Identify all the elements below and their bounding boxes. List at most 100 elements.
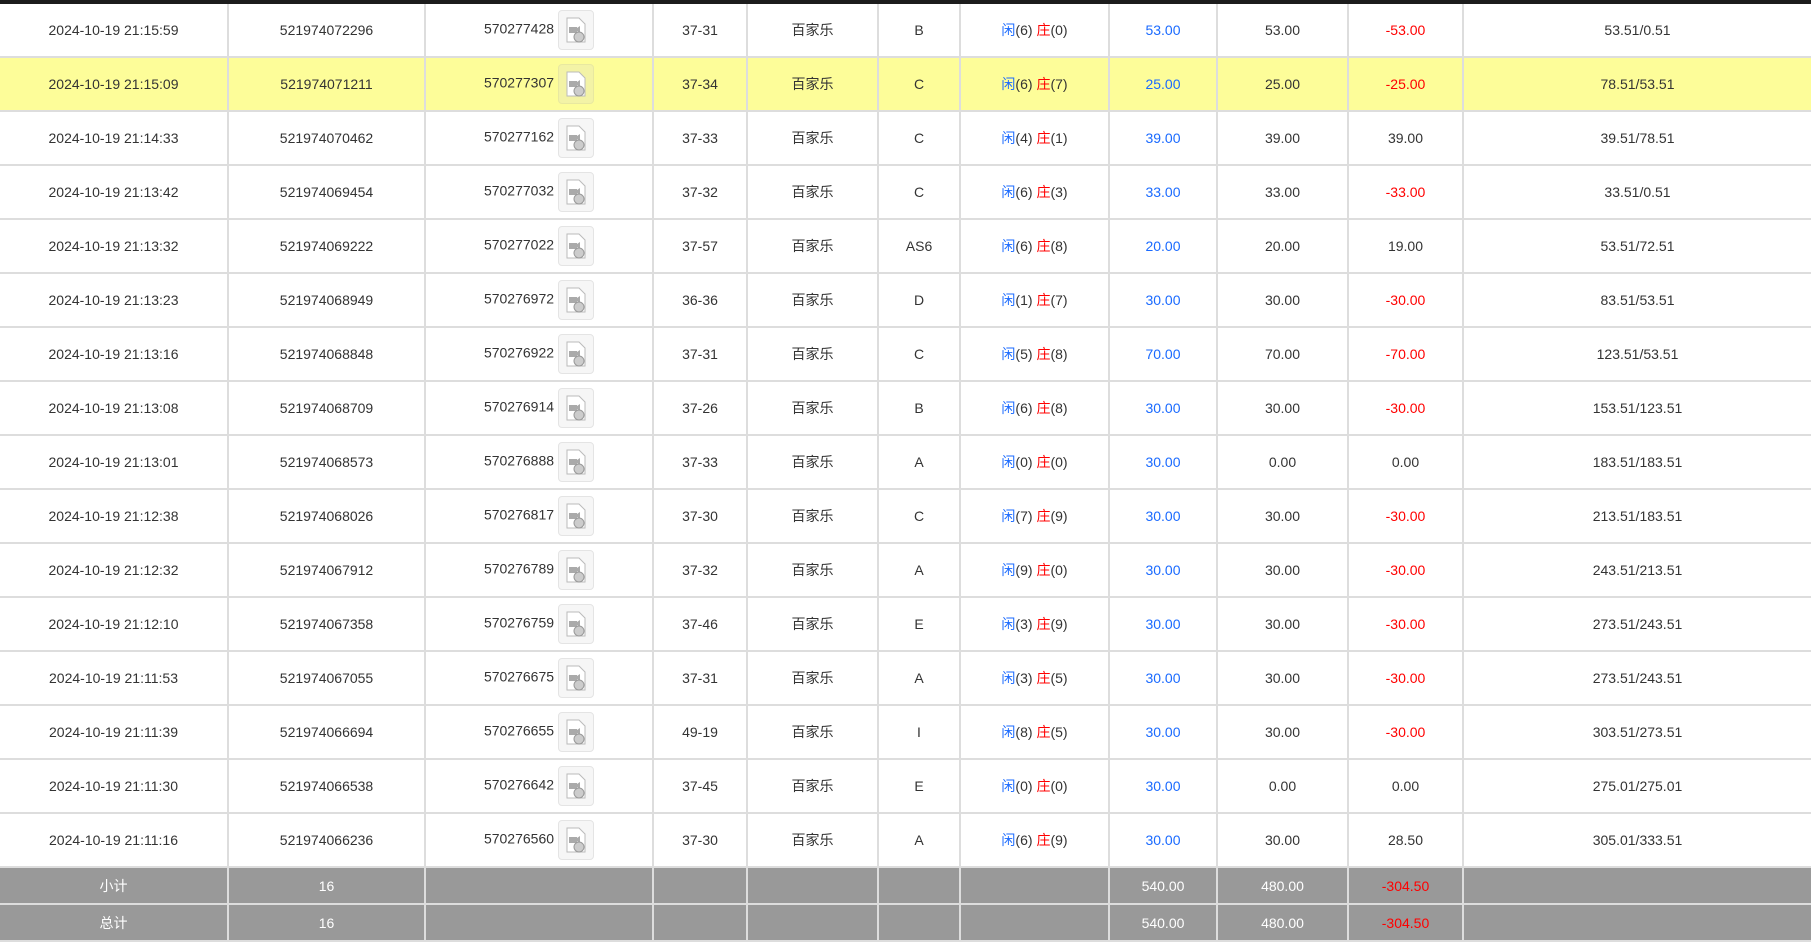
game-cell: 百家乐 [747, 813, 879, 868]
round-id: 570276655 [483, 722, 555, 739]
seat-cell: A [878, 543, 961, 598]
round-id-cell: 570277022 [425, 219, 654, 274]
table-cell: 37-57 [653, 219, 748, 274]
game-cell: 百家乐 [747, 381, 879, 436]
video-file-icon[interactable] [558, 766, 595, 806]
valid-amount-cell: 20.00 [1217, 219, 1349, 274]
game-cell: 百家乐 [747, 219, 879, 274]
table-row: 2024-10-19 21:13:23 521974068949 570276972… [0, 273, 1811, 328]
player-label: 闲 [1001, 400, 1016, 416]
game-cell: 百家乐 [747, 543, 879, 598]
time-cell: 2024-10-19 21:11:30 [0, 759, 229, 814]
banker-points: 9 [1055, 508, 1063, 524]
round-id: 570276789 [483, 560, 555, 577]
valid-amount-cell: 53.00 [1217, 4, 1349, 58]
video-file-icon[interactable] [558, 118, 595, 158]
valid-amount-cell: 0.00 [1217, 435, 1349, 490]
game-cell: 百家乐 [747, 489, 879, 544]
result-cell: 闲(5) 庄(8) [960, 327, 1110, 382]
video-file-icon[interactable] [558, 280, 595, 320]
balance-cell: 243.51/213.51 [1463, 543, 1811, 598]
player-label: 闲 [1001, 130, 1016, 146]
subtotal-count: 16 [228, 867, 426, 905]
bet-amount-cell: 30.00 [1109, 651, 1218, 706]
banker-label: 庄 [1036, 454, 1051, 470]
video-file-icon[interactable] [558, 388, 595, 428]
video-file-icon[interactable] [558, 496, 595, 536]
player-label: 闲 [1001, 22, 1016, 38]
table-row: 2024-10-19 21:13:16 521974068848 570276922… [0, 327, 1811, 382]
player-label: 闲 [1001, 832, 1016, 848]
time-cell: 2024-10-19 21:13:08 [0, 381, 229, 436]
bet-id-cell: 521974066236 [228, 813, 426, 868]
valid-amount-cell: 39.00 [1217, 111, 1349, 166]
video-file-icon[interactable] [558, 226, 595, 266]
table-cell: 49-19 [653, 705, 748, 760]
bet-amount-cell: 70.00 [1109, 327, 1218, 382]
round-id-cell: 570276675 [425, 651, 654, 706]
video-file-icon[interactable] [558, 334, 595, 374]
video-file-icon[interactable] [558, 442, 595, 482]
bet-id-cell: 521974066538 [228, 759, 426, 814]
valid-amount-cell: 30.00 [1217, 489, 1349, 544]
valid-amount-cell: 30.00 [1217, 651, 1349, 706]
player-label: 闲 [1001, 454, 1016, 470]
banker-points: 1 [1055, 130, 1063, 146]
winloss-cell: 19.00 [1348, 219, 1464, 274]
balance-cell: 83.51/53.51 [1463, 273, 1811, 328]
player-points: 6 [1020, 238, 1028, 254]
banker-points: 9 [1055, 832, 1063, 848]
player-points: 0 [1020, 454, 1028, 470]
time-cell: 2024-10-19 21:15:09 [0, 57, 229, 112]
balance-cell: 78.51/53.51 [1463, 57, 1811, 112]
video-file-icon[interactable] [558, 658, 595, 698]
total-bet: 540.00 [1109, 904, 1218, 942]
bet-id-cell: 521974068026 [228, 489, 426, 544]
video-file-icon[interactable] [558, 712, 595, 752]
seat-cell: A [878, 435, 961, 490]
total-winloss: -304.50 [1381, 914, 1430, 931]
valid-amount-cell: 30.00 [1217, 381, 1349, 436]
result-cell: 闲(3) 庄(9) [960, 597, 1110, 652]
valid-amount-cell: 30.00 [1217, 273, 1349, 328]
time-cell: 2024-10-19 21:13:32 [0, 219, 229, 274]
seat-cell: AS6 [878, 219, 961, 274]
video-file-icon[interactable] [558, 820, 595, 860]
player-points: 3 [1020, 670, 1028, 686]
video-file-icon[interactable] [558, 64, 595, 104]
result-cell: 闲(8) 庄(5) [960, 705, 1110, 760]
bet-id-cell: 521974067055 [228, 651, 426, 706]
round-id: 570277428 [483, 20, 555, 37]
time-cell: 2024-10-19 21:12:10 [0, 597, 229, 652]
total-valid: 480.00 [1217, 904, 1349, 942]
video-file-icon[interactable] [558, 604, 595, 644]
video-file-icon[interactable] [558, 172, 595, 212]
player-label: 闲 [1001, 670, 1016, 686]
table-row: 2024-10-19 21:13:01 521974068573 570276888… [0, 435, 1811, 490]
banker-label: 庄 [1036, 508, 1051, 524]
video-file-icon[interactable] [558, 10, 595, 50]
game-cell: 百家乐 [747, 111, 879, 166]
bet-amount-cell: 30.00 [1109, 705, 1218, 760]
banker-label: 庄 [1036, 292, 1051, 308]
bet-id-cell: 521974068949 [228, 273, 426, 328]
bet-id-cell: 521974066694 [228, 705, 426, 760]
banker-label: 庄 [1036, 832, 1051, 848]
result-cell: 闲(0) 庄(0) [960, 435, 1110, 490]
player-points: 5 [1020, 346, 1028, 362]
video-file-icon[interactable] [558, 550, 595, 590]
total-row: 总计 16 540.00 480.00 -304.50 [0, 904, 1811, 942]
bet-id-cell: 521974069222 [228, 219, 426, 274]
total-count: 16 [228, 904, 426, 942]
seat-cell: C [878, 327, 961, 382]
seat-cell: B [878, 4, 961, 58]
game-cell: 百家乐 [747, 435, 879, 490]
result-cell: 闲(7) 庄(9) [960, 489, 1110, 544]
round-id-cell: 570276655 [425, 705, 654, 760]
round-id: 570277022 [483, 236, 555, 253]
subtotal-valid: 480.00 [1217, 867, 1349, 905]
subtotal-label: 小计 [0, 867, 229, 905]
subtotal-winloss: -304.50 [1381, 877, 1430, 894]
round-id: 570276972 [483, 290, 555, 307]
banker-label: 庄 [1036, 22, 1051, 38]
